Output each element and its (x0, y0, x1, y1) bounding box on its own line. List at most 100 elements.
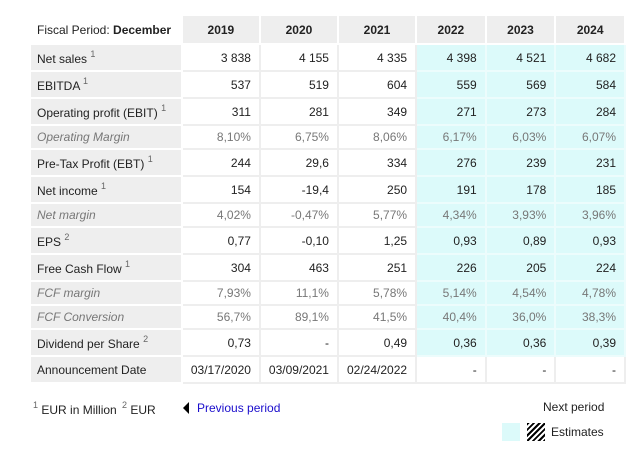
value-cell: -0,47% (258, 202, 339, 228)
financials-table: Fiscal Period: December 2019 2020 2021 2022… (29, 14, 626, 384)
row-label: Dividend per Share 2 (29, 328, 183, 357)
value-cell: 191 (415, 175, 487, 204)
table-row: Net margin 4,02% -0,47% 5,77% 4,34% 3,93% 3,96… (29, 202, 626, 228)
value-cell: 231 (554, 148, 626, 177)
year-header: 2021 (336, 14, 418, 45)
value-cell: 6,07% (554, 124, 626, 150)
year-header: 2024 (554, 14, 626, 45)
value-cell: 38,3% (554, 304, 626, 330)
footnote-marker: 1 (101, 181, 107, 191)
value-cell: 3 838 (180, 43, 261, 72)
footnote-marker: 1 (83, 76, 89, 86)
value-cell: 0,36 (484, 328, 557, 357)
fiscal-period-label: Fiscal Period: December (29, 14, 183, 45)
value-cell: 02/24/2022 (336, 355, 418, 384)
footnote-marker: 2 (64, 232, 70, 242)
value-cell: 239 (484, 148, 557, 177)
row-label-text: Pre-Tax Profit (EBT) (37, 157, 145, 171)
year-header: 2023 (484, 14, 557, 45)
value-cell: 8,06% (336, 124, 418, 150)
table-row: EPS 2 0,77 -0,10 1,25 0,93 0,89 0,93 (29, 226, 626, 255)
value-cell: 56,7% (180, 304, 261, 330)
value-cell: 463 (258, 253, 339, 282)
table-row: FCF Conversion 56,7% 89,1% 41,5% 40,4% 36,0% 3… (29, 304, 626, 330)
value-cell: 40,4% (415, 304, 487, 330)
value-cell: 03/17/2020 (180, 355, 261, 384)
row-label-text: Dividend per Share (37, 337, 140, 351)
value-cell: 185 (554, 175, 626, 204)
footnote-marker: 1 (161, 103, 167, 113)
value-cell: - (258, 328, 339, 357)
table-header: Fiscal Period: December 2019 2020 2021 2022… (29, 14, 626, 45)
value-cell: 3,93% (484, 202, 557, 228)
row-label-text: FCF Conversion (37, 310, 125, 324)
footnote-marker: 1 (147, 154, 153, 164)
value-cell: 4,54% (484, 280, 557, 306)
row-label: FCF margin (29, 280, 183, 306)
value-cell: -0,10 (258, 226, 339, 255)
row-label: EBITDA 1 (29, 70, 183, 99)
footnote-marker: 1 (90, 49, 96, 59)
value-cell: 0,93 (415, 226, 487, 255)
value-cell: -19,4 (258, 175, 339, 204)
row-label: Free Cash Flow 1 (29, 253, 183, 282)
footnote-1: 1 EUR in Million (33, 400, 117, 417)
value-cell: 1,25 (336, 226, 418, 255)
value-cell: 224 (554, 253, 626, 282)
value-cell: 537 (180, 70, 261, 99)
estimate-color-swatch (502, 423, 520, 441)
table-row: EBITDA 1 537 519 604 559 569 584 (29, 70, 626, 99)
value-cell: - (415, 355, 487, 384)
table-row: FCF margin 7,93% 11,1% 5,78% 5,14% 4,54% 4,78% (29, 280, 626, 306)
table-row: Operating Margin 8,10% 6,75% 8,06% 6,17% 6,03… (29, 124, 626, 150)
value-cell: 6,03% (484, 124, 557, 150)
value-cell: 89,1% (258, 304, 339, 330)
table-row: Net income 1 154 -19,4 250 191 178 185 (29, 175, 626, 204)
value-cell: 244 (180, 148, 261, 177)
value-cell: 0,77 (180, 226, 261, 255)
table-row: Announcement Date 03/17/2020 03/09/2021 02/… (29, 355, 626, 384)
row-label: Announcement Date (29, 355, 183, 384)
value-cell: 6,17% (415, 124, 487, 150)
value-cell: 4,34% (415, 202, 487, 228)
value-cell: 559 (415, 70, 487, 99)
value-cell: 251 (336, 253, 418, 282)
row-label: Pre-Tax Profit (EBT) 1 (29, 148, 183, 177)
value-cell: 0,93 (554, 226, 626, 255)
value-cell: 0,36 (415, 328, 487, 357)
value-cell: 6,75% (258, 124, 339, 150)
table-row: Operating profit (EBIT) 1 311 281 349 271 273… (29, 97, 626, 126)
value-cell: 4 335 (336, 43, 418, 72)
value-cell: 154 (180, 175, 261, 204)
row-label-text: Net sales (37, 52, 88, 66)
value-cell: 311 (180, 97, 261, 126)
footnote-marker: 2 (143, 334, 149, 344)
row-label: Operating Margin (29, 124, 183, 150)
value-cell: 41,5% (336, 304, 418, 330)
value-cell: 273 (484, 97, 557, 126)
estimate-hatch-swatch (527, 423, 545, 441)
value-cell: 4 682 (554, 43, 626, 72)
value-cell: 569 (484, 70, 557, 99)
value-cell: - (554, 355, 626, 384)
value-cell: 349 (336, 97, 418, 126)
value-cell: 4,02% (180, 202, 261, 228)
value-cell: 604 (336, 70, 418, 99)
value-cell: 250 (336, 175, 418, 204)
row-label: Net income 1 (29, 175, 183, 204)
value-cell: 4,78% (554, 280, 626, 306)
value-cell: 205 (484, 253, 557, 282)
value-cell: 29,6 (258, 148, 339, 177)
value-cell: 178 (484, 175, 557, 204)
year-header: 2019 (180, 14, 261, 45)
value-cell: 304 (180, 253, 261, 282)
estimates-legend-label: Estimates (551, 425, 604, 439)
value-cell: 334 (336, 148, 418, 177)
row-label-text: Net income (37, 184, 98, 198)
next-period-button[interactable]: Next period (543, 400, 605, 414)
footnote-2: 2 EUR (122, 400, 156, 417)
value-cell: 0,89 (484, 226, 557, 255)
value-cell: 0,49 (336, 328, 418, 357)
previous-period-button[interactable]: Previous period (183, 401, 280, 415)
value-cell: 8,10% (180, 124, 261, 150)
